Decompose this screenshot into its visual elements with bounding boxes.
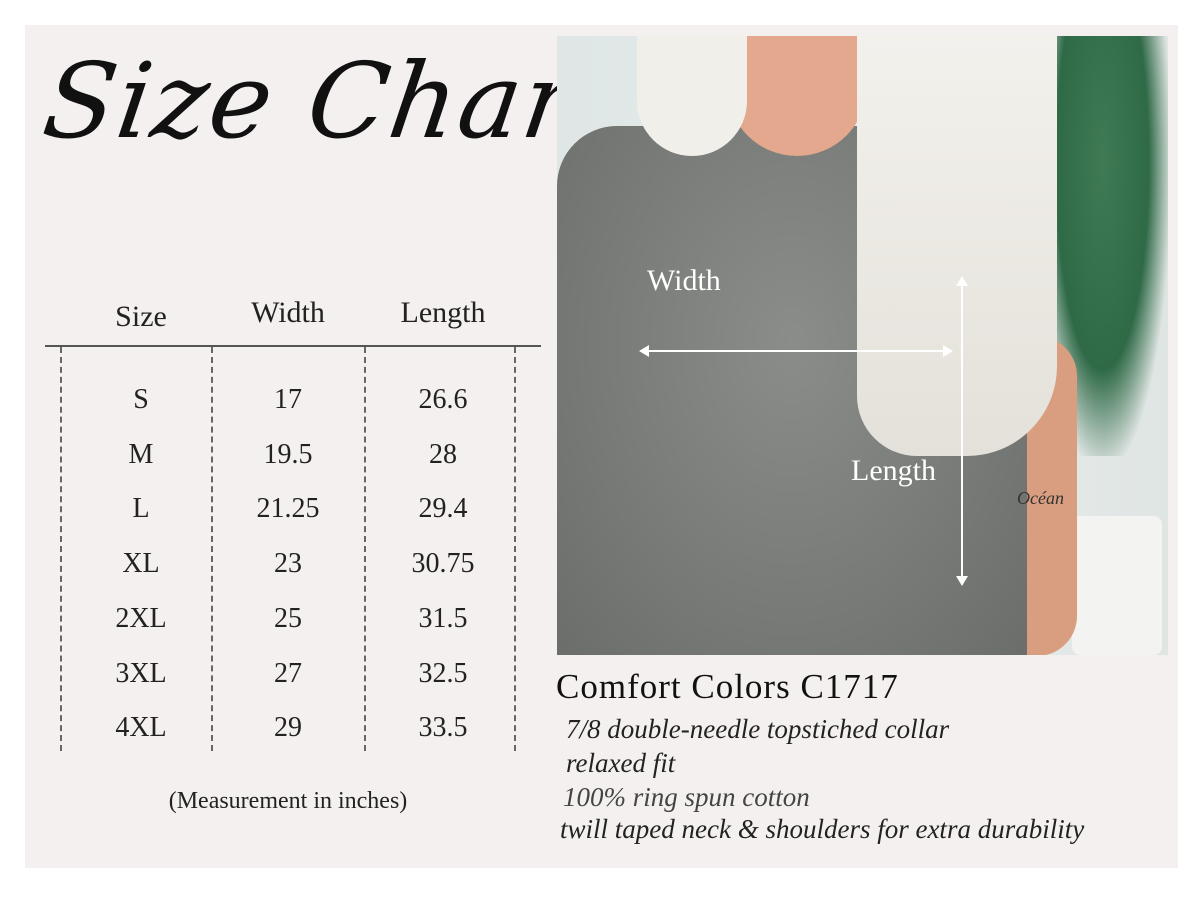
- table-header-divider: [45, 345, 541, 347]
- cell-length: 29.4: [418, 493, 468, 525]
- cell-width: 23: [274, 548, 302, 580]
- product-photo: Width Length Océan: [557, 36, 1168, 655]
- header-length: Length: [400, 296, 486, 329]
- header-size: Size: [115, 300, 167, 333]
- length-label: Length: [851, 454, 936, 487]
- cell-size: 2XL: [115, 602, 167, 634]
- feature-item: 100% ring spun cotton: [563, 782, 810, 812]
- cell-width: 29: [274, 712, 302, 744]
- arrow-head-icon: [943, 345, 953, 357]
- header-width: Width: [251, 296, 325, 329]
- cell-length: 33.5: [418, 712, 468, 744]
- column-divider: [211, 347, 213, 751]
- tattoo-text: Océan: [1017, 488, 1064, 508]
- cell-width: 19.5: [263, 438, 313, 470]
- cell-size: L: [132, 493, 150, 525]
- cell-length: 31.5: [418, 602, 468, 634]
- feature-item: relaxed fit: [566, 748, 676, 778]
- cell-width: 21.25: [256, 493, 320, 525]
- hair-image: [857, 36, 1057, 456]
- neck-image: [727, 36, 867, 156]
- length-arrow: [961, 282, 963, 578]
- width-arrow: [643, 350, 945, 352]
- cell-length: 30.75: [411, 548, 475, 580]
- cell-width: 25: [274, 602, 302, 634]
- arrow-head-icon: [956, 576, 968, 586]
- column-divider: [60, 347, 62, 751]
- cell-size: XL: [122, 548, 160, 580]
- cell-size: M: [128, 438, 154, 470]
- page-title: Size Chart: [36, 40, 628, 162]
- cell-width: 17: [274, 384, 302, 415]
- cell-size: 3XL: [115, 657, 167, 689]
- measurement-note: (Measurement in inches): [168, 788, 408, 814]
- feature-item: twill taped neck & shoulders for extra d…: [560, 814, 1085, 844]
- cell-size: 4XL: [115, 712, 167, 744]
- column-divider: [364, 347, 366, 751]
- cell-width: 27: [274, 657, 302, 689]
- cell-size: S: [133, 384, 149, 415]
- column-divider: [514, 347, 516, 751]
- width-label: Width: [647, 264, 721, 297]
- arrow-head-icon: [956, 276, 968, 286]
- pot-image: [1072, 516, 1162, 655]
- feature-item: 7/8 double-needle topstiched collar: [566, 714, 950, 744]
- cell-length: 32.5: [418, 657, 468, 689]
- arrow-head-icon: [639, 345, 649, 357]
- cell-length: 28: [429, 438, 457, 470]
- product-name: Comfort Colors C1717: [556, 667, 899, 706]
- hair-image: [637, 36, 747, 156]
- cell-length: 26.6: [418, 384, 468, 415]
